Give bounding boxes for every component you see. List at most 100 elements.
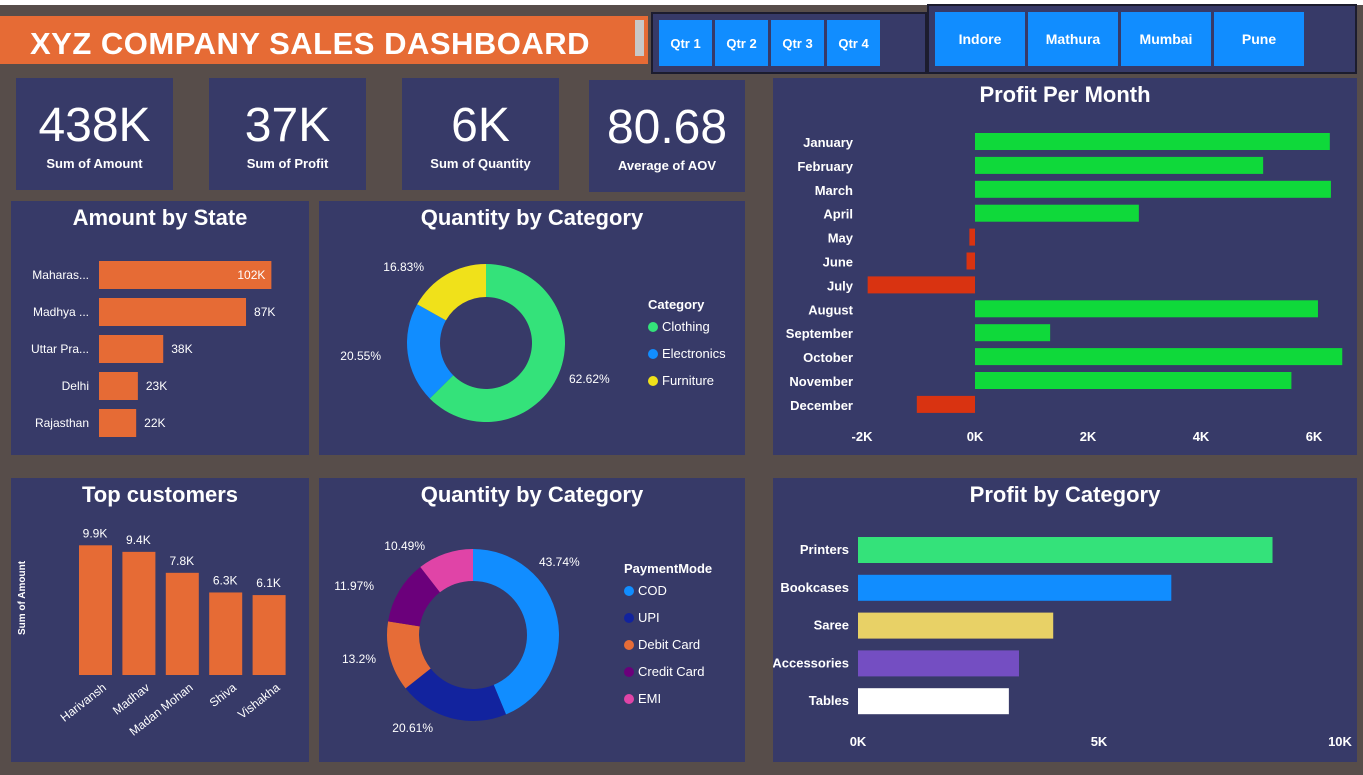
bar [209, 592, 243, 675]
city-pune-button[interactable]: Pune [1214, 12, 1304, 66]
category-label: Uttar Pra... [31, 342, 89, 356]
donut-slice [407, 304, 454, 399]
category-label: July [827, 278, 854, 293]
category-label: January [803, 135, 854, 150]
legend-item: Clothing [662, 319, 710, 334]
data-label: 6.3K [213, 573, 238, 587]
profit-per-month-chart: Profit Per Month January February March Apri… [773, 78, 1357, 455]
quarter-slicer: Qtr 1 Qtr 2 Qtr 3 Qtr 4 [651, 12, 927, 74]
category-label: February [797, 159, 853, 174]
bar [99, 372, 138, 400]
bar [858, 612, 1054, 639]
bar [858, 574, 1172, 601]
data-label: 11.97% [334, 579, 374, 593]
bar [99, 409, 137, 437]
qtr-3-button[interactable]: Qtr 3 [771, 20, 824, 66]
bar [858, 537, 1273, 563]
city-mathura-button[interactable]: Mathura [1028, 12, 1118, 66]
city-mumbai-button[interactable]: Mumbai [1121, 12, 1211, 66]
category-label: Printers [800, 542, 849, 557]
legend-item: Furniture [662, 373, 714, 388]
bar [867, 276, 975, 294]
legend-marker [648, 376, 658, 386]
data-label: 20.55% [340, 349, 381, 363]
title-text: XYZ COMPANY SALES DASHBOARD [30, 26, 591, 61]
bar [99, 261, 272, 289]
legend-marker [624, 640, 634, 650]
category-label: October [803, 350, 853, 365]
legend-marker [648, 322, 658, 332]
donut-slice [473, 549, 560, 715]
bar [916, 395, 975, 413]
data-label: 6.1K [256, 576, 281, 590]
data-label: 102K [237, 268, 265, 282]
top-customers-chart: Top customers Sum of Amount 9.9K Harivansh 9… [11, 478, 309, 762]
qtr-4-button[interactable]: Qtr 4 [827, 20, 880, 66]
data-label: 9.4K [126, 533, 151, 547]
qtr-1-button[interactable]: Qtr 1 [659, 20, 712, 66]
kpi-label: Sum of Amount [46, 156, 143, 171]
city-slicer: Indore Mathura Mumbai Pune [927, 4, 1357, 74]
data-label: 22K [144, 416, 165, 430]
chart-title: Profit by Category [969, 482, 1161, 507]
kpi-label: Average of AOV [617, 158, 716, 173]
axis-tick-label: 0K [967, 429, 984, 444]
bar [975, 372, 1292, 389]
kpi-value: 80.68 [606, 101, 728, 154]
data-label: 20.61% [392, 721, 433, 735]
data-label: 62.62% [569, 372, 610, 386]
chart-title: Profit Per Month [979, 82, 1151, 107]
legend-item: Debit Card [638, 637, 700, 652]
chart-title: Quantity by Category [420, 205, 644, 230]
qtr-2-button[interactable]: Qtr 2 [715, 20, 768, 66]
donut-slice [387, 621, 431, 689]
bar [975, 156, 1264, 174]
legend-marker [624, 613, 634, 623]
axis-tick-label: 5K [1091, 734, 1108, 749]
axis-tick-label: 2K [1080, 429, 1097, 444]
city-indore-button[interactable]: Indore [935, 12, 1025, 66]
bar [966, 252, 975, 270]
chart-title: Amount by State [72, 205, 248, 230]
bar [165, 572, 199, 675]
data-label: 23K [146, 379, 167, 393]
axis-tick-label: -2K [852, 429, 874, 444]
bar [99, 298, 247, 326]
category-label: December [790, 398, 853, 413]
kpi-value: 37K [244, 99, 331, 152]
kpi-value: 438K [38, 99, 151, 152]
dashboard-title: XYZ COMPANY SALES DASHBOARD [0, 16, 648, 64]
kpi-label: Sum of Profit [246, 156, 329, 171]
data-label: 13.2% [342, 652, 376, 666]
bar [975, 204, 1139, 222]
legend-item: EMI [638, 691, 661, 706]
kpi-sum-profit: 37K Sum of Profit [209, 78, 366, 190]
bar [975, 300, 1318, 318]
legend-item: Credit Card [638, 664, 704, 679]
data-label: 87K [254, 305, 275, 319]
kpi-sum-amount: 438K Sum of Amount [16, 78, 173, 190]
legend-marker [624, 586, 634, 596]
category-label: May [828, 231, 854, 246]
chart-title: Quantity by Category [420, 482, 644, 507]
category-label: Accessories [773, 655, 849, 670]
legend-marker [624, 667, 634, 677]
category-label: August [808, 302, 853, 317]
category-label: Bookcases [780, 580, 849, 595]
axis-tick-label: 10K [1328, 734, 1352, 749]
axis-tick-label: 6K [1306, 429, 1323, 444]
donut-slice [388, 567, 440, 627]
bar [858, 688, 1009, 715]
legend-item: UPI [638, 610, 660, 625]
data-label: 16.83% [383, 260, 424, 274]
profit-by-category-chart: Profit by Category Printers Bookcases Saree… [772, 478, 1357, 762]
legend-marker [648, 349, 658, 359]
y-axis-label: Sum of Amount [17, 560, 28, 635]
bar [122, 551, 156, 675]
bar [975, 348, 1343, 366]
legend-marker [624, 694, 634, 704]
category-label: Shiva [207, 680, 240, 710]
category-label: Madhya ... [33, 305, 89, 319]
quantity-by-payment-chart: Quantity by Category 43.74% 20.61% 13.2% 11.… [319, 478, 745, 762]
bar [975, 180, 1331, 198]
